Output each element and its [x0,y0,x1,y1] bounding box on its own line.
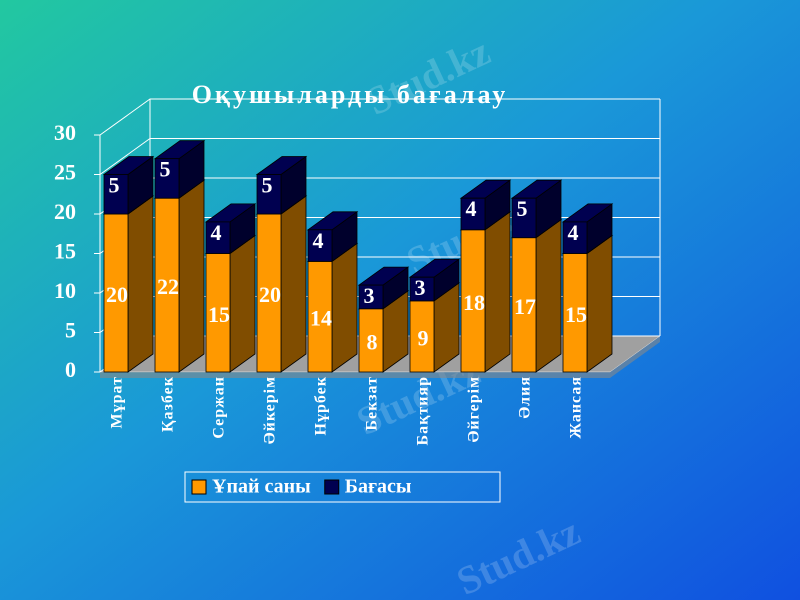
x-tick-label: Әлия [517,376,534,419]
y-tick-label: 25 [54,160,76,185]
y-tick-label: 15 [54,239,76,264]
bar [256,213,282,373]
grid-line [99,98,660,136]
value-label: 3 [415,275,426,300]
bar [205,221,231,254]
bar [409,300,435,373]
bar [358,308,384,373]
bar [154,158,180,199]
x-tick-label: Әйкерім [262,376,279,444]
value-label: 3 [364,283,375,308]
bar [358,284,384,310]
legend-label: Ұпай саны [212,476,311,498]
value-label: 22 [157,274,179,299]
value-label: 8 [367,329,378,354]
bar [103,213,129,373]
legend-label: Бағасы [345,476,412,498]
value-label: 5 [262,173,273,198]
bar [256,174,282,215]
bar [103,174,129,215]
value-label: 17 [514,294,536,319]
x-tick-label: Қазбек [160,376,177,432]
bar [460,197,486,231]
bar [409,276,435,302]
bar-side [280,195,307,373]
bar-side [229,234,256,373]
y-tick-label: 5 [65,318,76,343]
bar [562,253,588,373]
bar [307,229,333,262]
value-label: 14 [310,306,332,331]
bar-side [127,195,154,373]
x-tick-label: Бақтияр [415,376,432,445]
x-tick-label: Жансая [568,376,585,439]
value-label: 20 [106,282,128,307]
chart-title: Оқушыларды бағалау [192,80,508,109]
value-label: 4 [211,220,222,245]
bar [511,197,537,239]
bar [562,221,588,254]
x-tick-label: Әйгерім [466,376,483,442]
legend-swatch [191,479,207,495]
legend-swatch [324,479,340,495]
bar-side [535,218,562,373]
grid-line [99,138,660,175]
x-tick-label: Мұрат [109,376,126,428]
bar [154,197,180,373]
value-label: 5 [109,173,120,198]
value-label: 4 [466,196,477,221]
y-tick-label: 0 [65,357,76,382]
value-label: 18 [463,290,485,315]
x-tick-label: Нұрбек [313,376,330,435]
bar-side [331,242,358,373]
legend-box [184,471,501,503]
bar-side [178,179,205,373]
bar [460,229,486,373]
value-label: 15 [565,302,587,327]
y-tick-label: 20 [54,199,76,224]
value-label: 15 [208,302,230,327]
value-label: 5 [160,157,171,182]
value-label: 4 [313,228,324,253]
x-tick-label: Бекзат [364,376,381,431]
value-label: 9 [418,325,429,350]
value-label: 5 [517,196,528,221]
value-label: 4 [568,220,579,245]
floor-front [100,336,660,378]
bar-side [586,234,613,373]
value-label: 20 [259,282,281,307]
bar [205,253,231,373]
x-tick-label: Сержан [211,376,228,439]
y-tick-label: 30 [54,120,76,145]
y-tick-label: 10 [54,278,76,303]
bar-side [484,211,511,373]
